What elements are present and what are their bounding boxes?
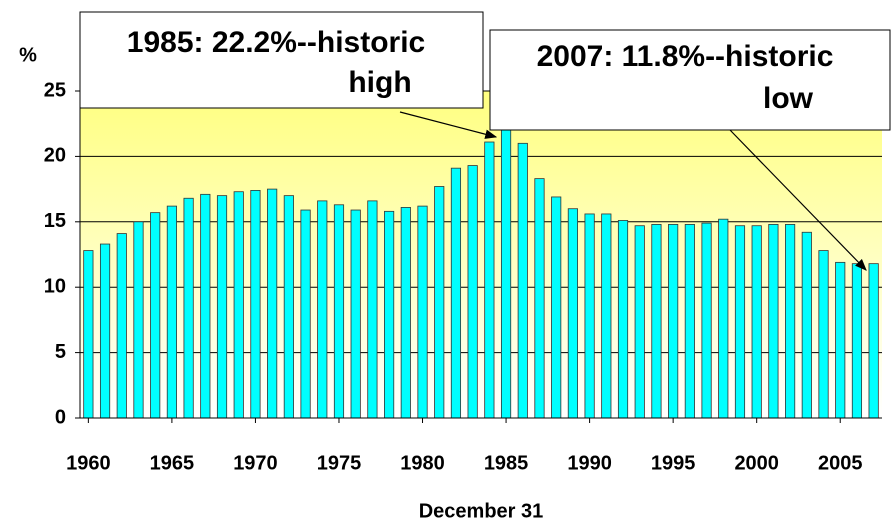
bar: [367, 200, 378, 419]
bar: [300, 209, 311, 419]
annotation-arrow: [729, 129, 867, 271]
bar: [467, 165, 478, 419]
bar: [400, 207, 411, 419]
annotation-text: 1985: 22.2%--historic: [127, 26, 425, 59]
bar: [183, 197, 194, 419]
bar: [233, 191, 244, 419]
annotation-box: [79, 11, 484, 109]
bar: [116, 233, 127, 419]
bar: [133, 221, 144, 419]
bar: [668, 224, 679, 419]
annotation-text: low: [763, 82, 814, 115]
bar: [500, 127, 512, 419]
bar: [216, 195, 228, 419]
bar: [200, 193, 211, 419]
y-tick-label: 10: [44, 275, 66, 297]
bar: [617, 220, 629, 419]
bar: [818, 250, 829, 419]
x-tick-label: 1965: [150, 452, 195, 474]
bar: [267, 188, 278, 419]
x-tick-label: 1975: [317, 452, 362, 474]
annotation-text: 2007: 11.8%--historic: [537, 40, 834, 73]
bar: [283, 195, 294, 419]
bar: [768, 224, 779, 419]
y-axis-label: %: [19, 44, 37, 66]
x-tick-label: 1990: [567, 452, 612, 474]
y-tick-label: 0: [55, 406, 66, 428]
y-tick-label: 25: [44, 79, 66, 101]
bar: [350, 209, 361, 419]
y-tick-label: 15: [44, 210, 66, 232]
bar: [551, 196, 562, 419]
bar: [250, 190, 261, 419]
bar: [484, 141, 495, 419]
bar: [835, 261, 846, 419]
bar: [317, 200, 328, 419]
x-tick-label: 2005: [818, 452, 863, 474]
bar: [651, 224, 662, 419]
bar: [417, 205, 428, 419]
bar: [99, 243, 111, 419]
annotation-text: high: [348, 66, 411, 99]
bar: [684, 224, 695, 419]
bar: [868, 263, 879, 419]
bar: [785, 224, 796, 419]
bar: [567, 208, 578, 419]
bar: [333, 204, 345, 419]
y-tick-label: 20: [44, 145, 66, 167]
x-tick-label: 1980: [400, 452, 445, 474]
bar: [734, 225, 746, 419]
bar: [450, 167, 462, 419]
bar: [851, 263, 863, 419]
bar: [584, 213, 595, 419]
bar: [517, 142, 528, 419]
bar: [384, 210, 395, 419]
bar: [801, 231, 812, 419]
bar: [718, 218, 729, 419]
bar: [751, 225, 762, 419]
bar: [83, 250, 94, 419]
bar: [166, 205, 177, 419]
x-tick-label: 1970: [233, 452, 278, 474]
x-axis-label: December 31: [419, 500, 544, 522]
bar: [634, 225, 645, 419]
x-tick-label: 1985: [484, 452, 529, 474]
annotation-box: [489, 29, 891, 131]
bar: [601, 213, 612, 419]
x-tick-label: 1995: [651, 452, 696, 474]
x-tick-label: 1960: [66, 452, 111, 474]
bar: [701, 222, 712, 419]
plot-area: [80, 91, 882, 418]
y-tick-label: 5: [55, 341, 66, 363]
x-tick-label: 2000: [734, 452, 779, 474]
bar: [534, 178, 545, 419]
bar: [434, 186, 445, 419]
annotation-arrow: [399, 111, 498, 139]
bar: [150, 212, 161, 419]
